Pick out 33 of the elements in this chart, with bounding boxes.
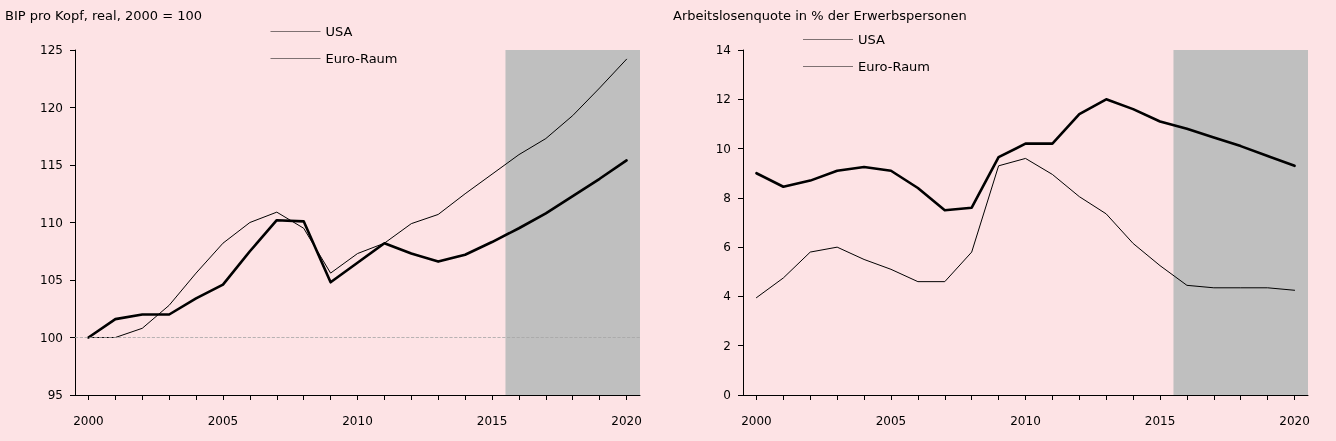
chart-title: BIP pro Kopf, real, 2000 = 100	[5, 8, 202, 23]
y-tick-label: 125	[40, 43, 63, 57]
y-tick-label: 115	[40, 158, 63, 172]
y-tick-label: 110	[40, 215, 63, 230]
x-tick-label: 2005	[875, 414, 907, 428]
y-tick-label: 0	[723, 388, 731, 402]
y-tick-label: 2	[723, 338, 731, 353]
y-tick-label: 120	[40, 100, 63, 115]
x-tick-label: 2015	[476, 414, 508, 428]
line-series	[755, 97, 1296, 212]
legend-label: Euro-Raum	[325, 51, 398, 66]
x-tick-label: 2020	[611, 414, 642, 428]
legend-label: USA	[325, 24, 353, 39]
chart-title: Arbeitslosenquote in % der Erwerbspersonen	[673, 8, 967, 23]
x-tick-label: 2000	[73, 414, 104, 428]
y-tick-label: 12	[715, 92, 731, 107]
x-tick-label: 2010	[342, 414, 373, 428]
y-tick-label: 10	[715, 141, 731, 156]
y-tick-label: 100	[40, 330, 63, 345]
y-tick-label: 4	[723, 289, 731, 304]
y-tick-label: 95	[47, 388, 63, 402]
x-tick-label: 2015	[1144, 414, 1176, 428]
x-tick-label: 2020	[1279, 414, 1310, 428]
x-tick-label: 2005	[207, 414, 239, 428]
y-tick-label: 6	[723, 240, 731, 255]
legend-label: USA	[858, 32, 886, 47]
x-tick-label: 2000	[741, 414, 772, 428]
y-tick-label: 8	[723, 190, 731, 205]
y-tick-label: 14	[715, 43, 731, 57]
legend-label: Euro-Raum	[858, 59, 931, 74]
y-tick-label: 105	[40, 273, 63, 287]
line-series	[755, 157, 1296, 299]
x-tick-label: 2010	[1010, 414, 1041, 428]
